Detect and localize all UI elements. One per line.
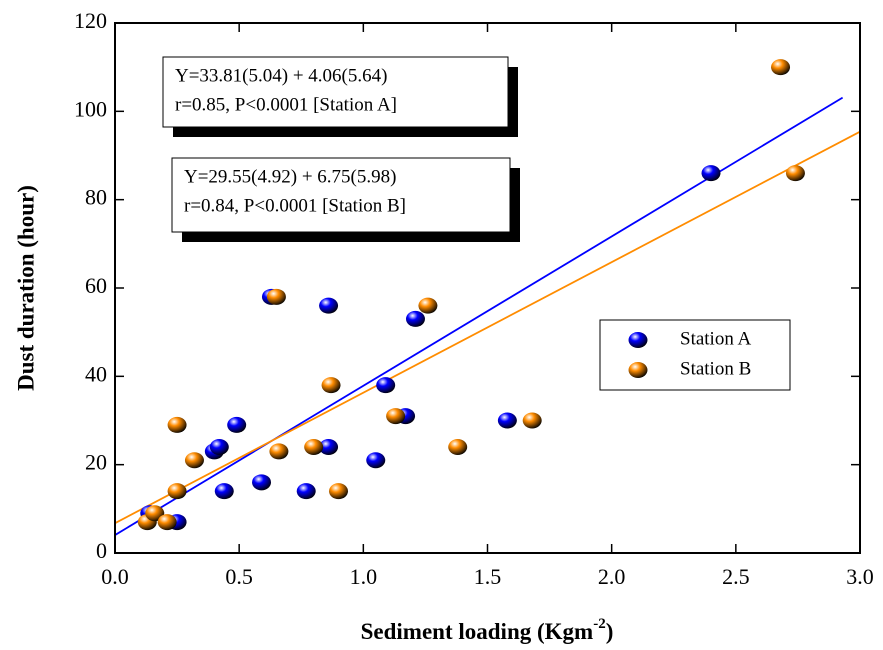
point <box>386 408 406 425</box>
fit-line <box>114 130 861 524</box>
y-tick-label: 60 <box>85 273 107 298</box>
point <box>304 439 324 455</box>
point <box>252 474 272 491</box>
point <box>418 297 438 314</box>
point <box>167 483 187 500</box>
legend-marker <box>628 332 648 348</box>
x-tick-label: 1.5 <box>474 564 502 589</box>
y-tick-label: 80 <box>85 185 107 210</box>
x-tick-label: 1.0 <box>350 564 378 589</box>
point <box>157 514 177 531</box>
annotation-text: r=0.84, P<0.0001 [Station B] <box>184 195 406 216</box>
point <box>167 416 187 433</box>
point <box>296 483 316 500</box>
point <box>209 439 229 455</box>
y-tick-label: 100 <box>74 96 107 121</box>
legend-label: Station A <box>680 328 752 349</box>
y-tick-label: 120 <box>74 8 107 33</box>
plot-frame <box>114 22 861 554</box>
point <box>785 165 805 182</box>
y-axis-title: Dust duration (hour) <box>13 185 38 391</box>
legend-label: Station B <box>680 358 751 379</box>
point <box>522 412 542 429</box>
x-tick-label: 2.5 <box>722 564 750 589</box>
legend-box <box>599 319 791 391</box>
annotation-text: Y=33.81(5.04) + 4.06(5.64) <box>175 65 387 86</box>
point <box>329 483 348 500</box>
point <box>184 452 204 469</box>
annotation-box <box>162 56 509 128</box>
point <box>214 483 234 500</box>
point <box>145 505 165 522</box>
annotation-box <box>171 157 511 233</box>
point <box>448 439 468 455</box>
annotation-text: Y=29.55(4.92) + 6.75(5.98) <box>184 166 396 187</box>
point <box>771 59 791 76</box>
point <box>266 288 286 305</box>
y-tick-label: 20 <box>85 450 107 475</box>
point <box>269 443 289 460</box>
point <box>321 377 341 394</box>
point <box>366 452 386 469</box>
x-tick-label: 0.5 <box>225 564 253 589</box>
x-tick-label: 3.0 <box>846 564 874 589</box>
x-axis-title: Sediment loading (Kgm-2) <box>361 616 614 644</box>
y-tick-label: 40 <box>85 361 107 386</box>
point <box>319 439 339 455</box>
point <box>405 310 425 327</box>
legend-marker <box>628 362 648 378</box>
y-tick-label: 0 <box>96 538 107 563</box>
x-tick-label: 2.0 <box>598 564 626 589</box>
annotation-text: r=0.85, P<0.0001 [Station A] <box>175 94 397 115</box>
fit-line <box>114 96 844 536</box>
point <box>497 412 517 429</box>
point <box>376 377 396 394</box>
point <box>227 416 247 433</box>
point <box>701 165 721 182</box>
point <box>319 297 339 314</box>
x-tick-label: 0.0 <box>101 564 129 589</box>
